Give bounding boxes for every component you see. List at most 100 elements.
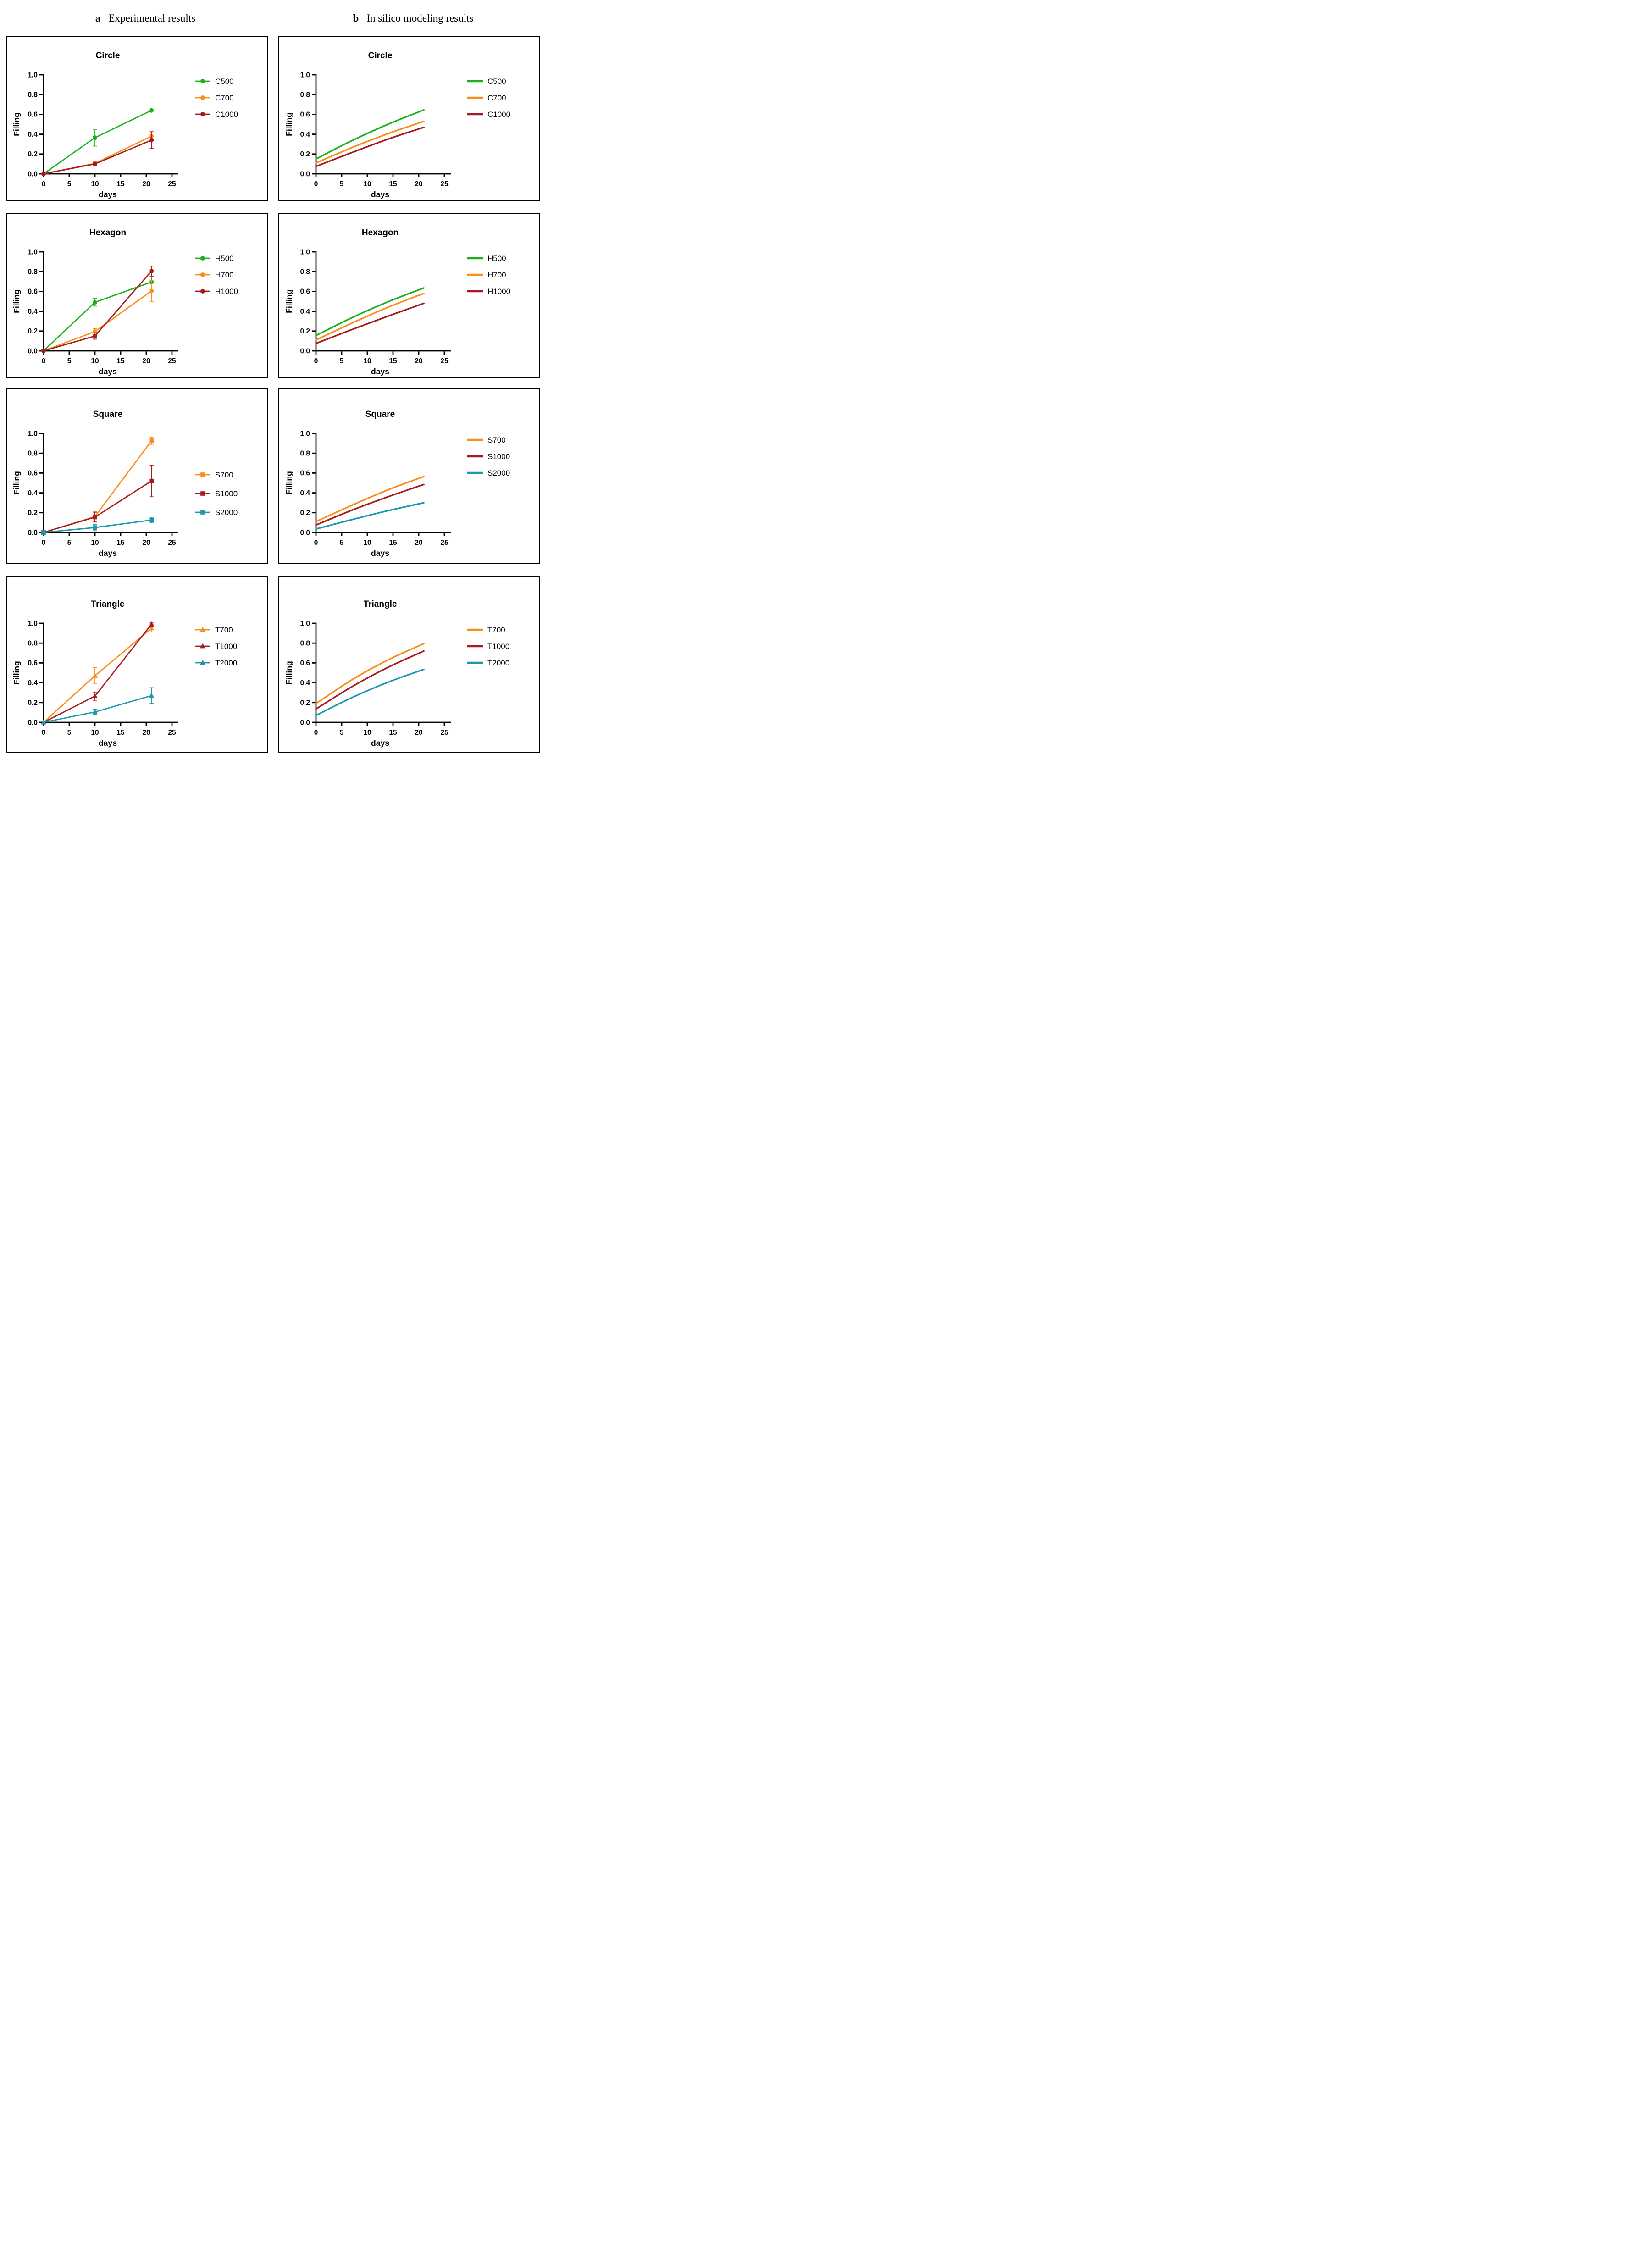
x-tick-label: 5 [67, 180, 72, 188]
x-axis-label: days [99, 549, 117, 558]
y-tick-label: 0.4 [300, 131, 310, 139]
legend-label: C500 [487, 77, 506, 86]
legend-item-S700: S700 [195, 471, 233, 479]
legend-item-C1000: C1000 [467, 110, 510, 119]
legend-swatch-marker [200, 272, 205, 277]
series-line-C700 [315, 120, 425, 164]
y-tick-label: 0.8 [300, 640, 310, 648]
y-tick-label: 0.0 [28, 170, 38, 178]
y-tick-label: 1.0 [28, 71, 38, 79]
marker-S700 [149, 438, 154, 443]
marker-S2000 [149, 518, 154, 522]
x-tick-label: 20 [415, 180, 422, 188]
marker-H1000 [149, 268, 154, 274]
legend-label: S1000 [215, 489, 238, 498]
series-line-T2000 [315, 668, 425, 716]
y-tick-label: 0.8 [28, 450, 38, 458]
y-tick-label: 1.0 [28, 430, 38, 438]
series-line-C1000 [43, 139, 152, 175]
legend-item-T700: T700 [195, 626, 233, 634]
chart-hexagon-model: Hexagon 0 5 10 15 20 25 0.0 0.2 0.4 0.6 0.8 1.0 days F… [284, 228, 510, 376]
x-tick-label: 15 [389, 539, 397, 547]
chart-hexagon-experimental: Hexagon 0 5 10 15 20 25 0.0 0.2 0.4 0.6 0.8 1.0 days F… [12, 228, 238, 376]
legend-item-C500: C500 [195, 77, 234, 86]
marker-T2000 [41, 719, 46, 725]
y-axis-label: Filling [284, 112, 293, 136]
marker-H1000 [41, 348, 46, 354]
legend-swatch-marker [200, 472, 205, 477]
series-line-S1000 [43, 480, 152, 533]
legend-item-T2000: T2000 [195, 659, 237, 667]
legend-swatch-marker [200, 643, 205, 649]
marker-T700 [149, 625, 155, 631]
series-line-H500 [315, 287, 425, 337]
x-tick-label: 25 [440, 180, 449, 188]
marker-T700 [92, 673, 98, 678]
x-tick-label: 20 [142, 180, 150, 188]
row-triangle: Triangle 0 5 10 15 20 25 0.0 0.2 0.4 0.6 0.8 1.0 days… [0, 576, 546, 753]
legend-label: C500 [215, 77, 234, 86]
series-line-T2000 [43, 695, 152, 723]
panel-circle-experimental: Circle 0 5 10 15 20 25 0.0 0.2 0.4 0.6 0.8 1.0 days Fi… [6, 36, 268, 201]
legend-item-T2000: T2000 [467, 659, 509, 667]
legend-label: T700 [487, 626, 505, 634]
marker-C1000 [41, 172, 46, 176]
x-axis-label: days [99, 190, 117, 199]
x-axis-label: days [371, 190, 389, 199]
legend-label: H500 [487, 254, 506, 263]
legend-item-H1000: H1000 [195, 287, 238, 296]
series-line-T700 [43, 627, 152, 723]
legend-item-C700: C700 [195, 94, 234, 102]
legend-swatch-marker [200, 510, 205, 515]
x-tick-label: 0 [314, 729, 318, 737]
x-tick-label: 25 [440, 357, 449, 365]
figure-header: a Experimental results b In silico model… [0, 0, 546, 36]
y-tick-label: 0.2 [300, 327, 310, 335]
x-tick-label: 25 [440, 539, 449, 547]
legend-swatch-marker [200, 79, 205, 83]
marker-T1000 [149, 621, 155, 627]
x-tick-label: 25 [168, 180, 176, 188]
y-axis-label: Filling [12, 661, 21, 685]
chart-square-experimental: Square 0 5 10 15 20 25 0.0 0.2 0.4 0.6 0.8 1.0 days Fi… [12, 410, 238, 558]
x-tick-label: 20 [415, 729, 422, 737]
series-line-H700 [43, 290, 152, 352]
legend-swatch-marker [200, 112, 205, 116]
legend-label: T1000 [487, 642, 509, 651]
chart-title: Square [365, 410, 395, 419]
header-experimental: a Experimental results [0, 12, 268, 24]
y-tick-label: 0.6 [300, 111, 310, 119]
legend-label: H500 [215, 254, 234, 263]
chart-title: Hexagon [89, 228, 126, 238]
x-axis-label: days [371, 367, 389, 376]
legend-label: H700 [487, 271, 506, 279]
legend-label: S700 [215, 471, 233, 479]
y-tick-label: 0.2 [28, 699, 38, 707]
legend-item-S700: S700 [467, 436, 506, 444]
legend-item-H700: H700 [195, 271, 234, 279]
x-tick-label: 20 [142, 729, 150, 737]
legend-label: T2000 [487, 659, 509, 667]
y-tick-label: 0.4 [300, 489, 310, 497]
x-tick-label: 15 [116, 357, 125, 365]
axes [312, 74, 451, 177]
series-line-S1000 [315, 483, 425, 526]
marker-S1000 [149, 478, 154, 483]
x-tick-label: 15 [389, 180, 397, 188]
legend-label: S700 [487, 436, 506, 444]
legend-label: C1000 [215, 110, 238, 119]
chart-title: Circle [368, 51, 393, 61]
y-tick-label: 1.0 [28, 248, 38, 256]
y-tick-label: 0.6 [28, 470, 38, 477]
legend-label: C700 [215, 94, 234, 102]
y-tick-label: 1.0 [28, 620, 38, 627]
y-tick-label: 0.8 [28, 640, 38, 648]
chart-circle-experimental: Circle 0 5 10 15 20 25 0.0 0.2 0.4 0.6 0.8 1.0 days Fi… [12, 51, 238, 199]
legend-swatch-marker [200, 288, 205, 294]
y-tick-label: 1.0 [300, 248, 310, 256]
y-tick-label: 1.0 [300, 620, 310, 627]
x-tick-label: 25 [168, 539, 176, 547]
y-tick-label: 0.4 [300, 308, 310, 316]
legend-label: S1000 [487, 452, 510, 461]
axes [312, 433, 451, 536]
